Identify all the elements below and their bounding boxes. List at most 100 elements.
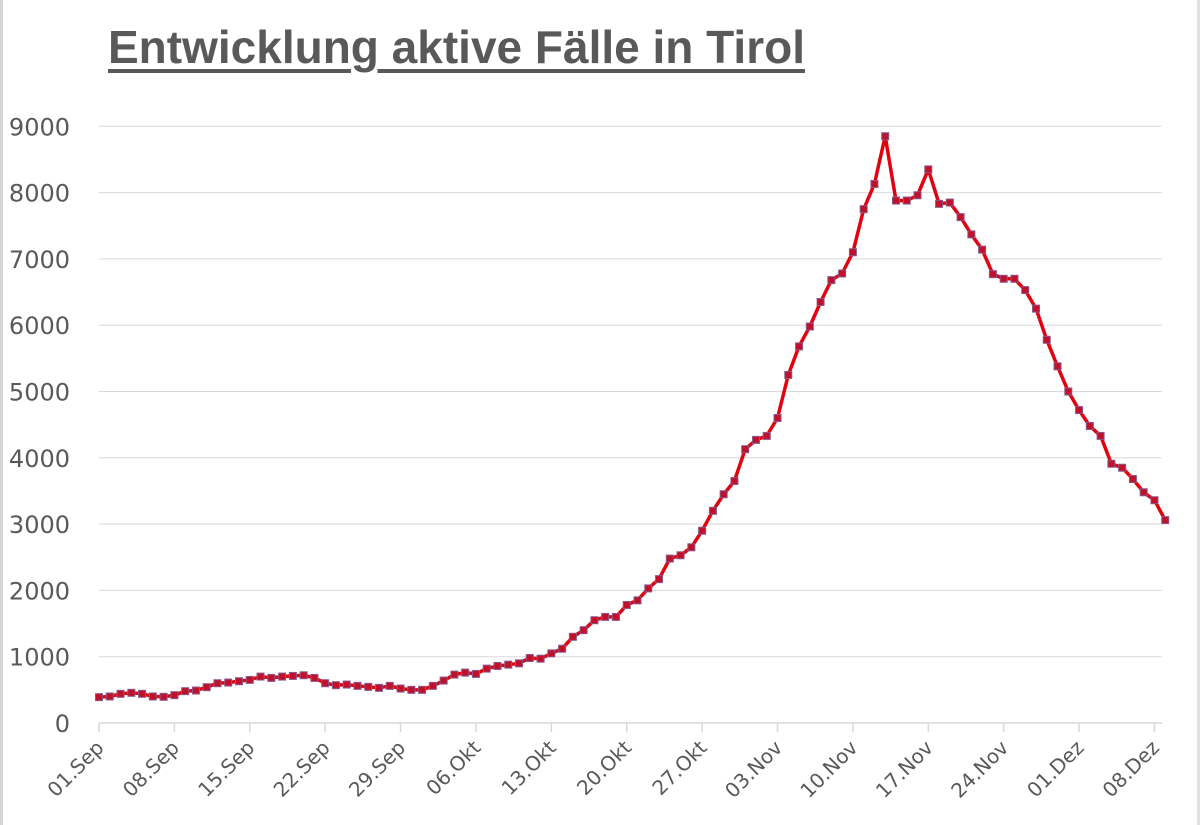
series-line [98, 134, 1167, 699]
data-point-marker [838, 269, 847, 278]
x-tick-label: 01.Dez [1022, 736, 1088, 802]
data-point-marker [525, 654, 534, 663]
data-point-marker [687, 543, 696, 552]
data-point-marker [235, 677, 244, 686]
data-point-marker [278, 672, 287, 681]
data-point-marker [202, 683, 211, 692]
x-tick-label: 08.Sep [118, 736, 184, 802]
data-point-marker [256, 672, 265, 681]
data-point-marker [708, 506, 717, 515]
x-tick-label: 08.Dez [1098, 736, 1164, 802]
x-tick-label: 10.Nov [795, 735, 862, 802]
data-point-marker [331, 681, 340, 690]
data-point-marker [644, 584, 653, 593]
data-point-marker [730, 477, 739, 486]
data-point-marker [719, 490, 728, 499]
y-tick-label: 1000 [9, 644, 70, 672]
data-point-marker [364, 682, 373, 691]
data-point-marker [1075, 406, 1084, 415]
x-tick-label: 01.Sep [42, 736, 108, 802]
data-point-marker [698, 526, 707, 535]
x-tick-label: 29.Sep [344, 736, 410, 802]
data-point-marker [784, 370, 793, 379]
data-point-marker [504, 660, 513, 669]
data-point-marker [105, 692, 114, 701]
data-point-marker [924, 165, 933, 174]
data-point-marker [1118, 463, 1127, 472]
data-point-marker [870, 179, 879, 188]
data-point-marker [245, 675, 254, 684]
x-tick-label: 03.Nov [720, 735, 787, 802]
y-tick-label: 4000 [9, 445, 70, 473]
data-point-marker [1139, 488, 1148, 497]
data-point-marker [891, 196, 900, 205]
data-point-marker [1161, 516, 1170, 525]
data-point-marker [579, 626, 588, 635]
y-tick-label: 0 [55, 710, 70, 738]
data-point-marker [321, 679, 330, 688]
data-point-marker [881, 132, 890, 141]
data-point-marker [407, 685, 416, 694]
data-point-marker [1053, 362, 1062, 371]
data-point-marker [827, 276, 836, 285]
data-point-marker [482, 664, 491, 673]
data-point-marker [461, 668, 470, 677]
data-point-marker [439, 676, 448, 685]
data-point-marker [493, 661, 502, 670]
data-point-marker [213, 679, 222, 688]
data-point-marker [558, 644, 567, 653]
data-point-marker [181, 687, 190, 696]
data-point-marker [902, 196, 911, 205]
x-axis: 01.Sep 08.Sep 15.Sep 22.Sep 29.Sep 06.Okt 13.O… [42, 722, 1164, 803]
data-point-marker [148, 692, 157, 701]
data-point-marker [342, 680, 351, 689]
data-point-marker [170, 691, 179, 700]
data-point-marker [988, 270, 997, 279]
y-tick-label: 2000 [9, 577, 70, 605]
data-point-marker [471, 669, 480, 678]
data-point-marker [633, 596, 642, 605]
data-point-marker [816, 297, 825, 306]
data-point-marker [741, 445, 750, 454]
data-point-marker [1031, 304, 1040, 313]
x-tick-label: 13.Okt [497, 735, 561, 799]
data-point-marker [913, 191, 922, 200]
y-tick-label: 7000 [9, 246, 70, 274]
data-point-marker [762, 431, 771, 440]
data-point-marker [1128, 475, 1137, 484]
left-border [0, 0, 3, 825]
data-point-marker [536, 654, 545, 663]
data-point-marker [622, 600, 631, 609]
y-tick-label: 9000 [9, 113, 70, 141]
data-series [95, 132, 1170, 702]
data-point-marker [751, 435, 760, 444]
data-point-marker [138, 689, 147, 698]
data-point-marker [795, 342, 804, 351]
data-point-marker [655, 575, 664, 584]
data-point-marker [848, 248, 857, 257]
data-point-marker [956, 213, 965, 222]
y-axis: 0 1000 2000 3000 4000 5000 6000 7000 8000 9000 [9, 113, 70, 738]
data-point-marker [611, 612, 620, 621]
data-point-marker [773, 414, 782, 423]
data-point-marker [353, 681, 362, 690]
data-point-marker [191, 686, 200, 695]
data-point-marker [945, 198, 954, 207]
data-point-marker [310, 673, 319, 682]
x-tick-label: 20.Okt [572, 735, 636, 799]
y-tick-label: 6000 [9, 312, 70, 340]
chart-title: Entwicklung aktive Fälle in Tirol [108, 21, 805, 73]
data-point-marker [450, 670, 459, 679]
data-point-marker [299, 671, 308, 680]
data-point-marker [568, 632, 577, 641]
data-point-marker [1064, 387, 1073, 396]
x-tick-label: 27.Okt [647, 735, 711, 799]
y-tick-label: 5000 [9, 379, 70, 407]
gridlines [99, 125, 1162, 658]
data-point-marker [978, 245, 987, 254]
data-point-marker [428, 681, 437, 690]
x-tick-label: 17.Nov [871, 735, 938, 802]
data-point-marker [1150, 496, 1159, 505]
data-point-marker [515, 659, 524, 668]
